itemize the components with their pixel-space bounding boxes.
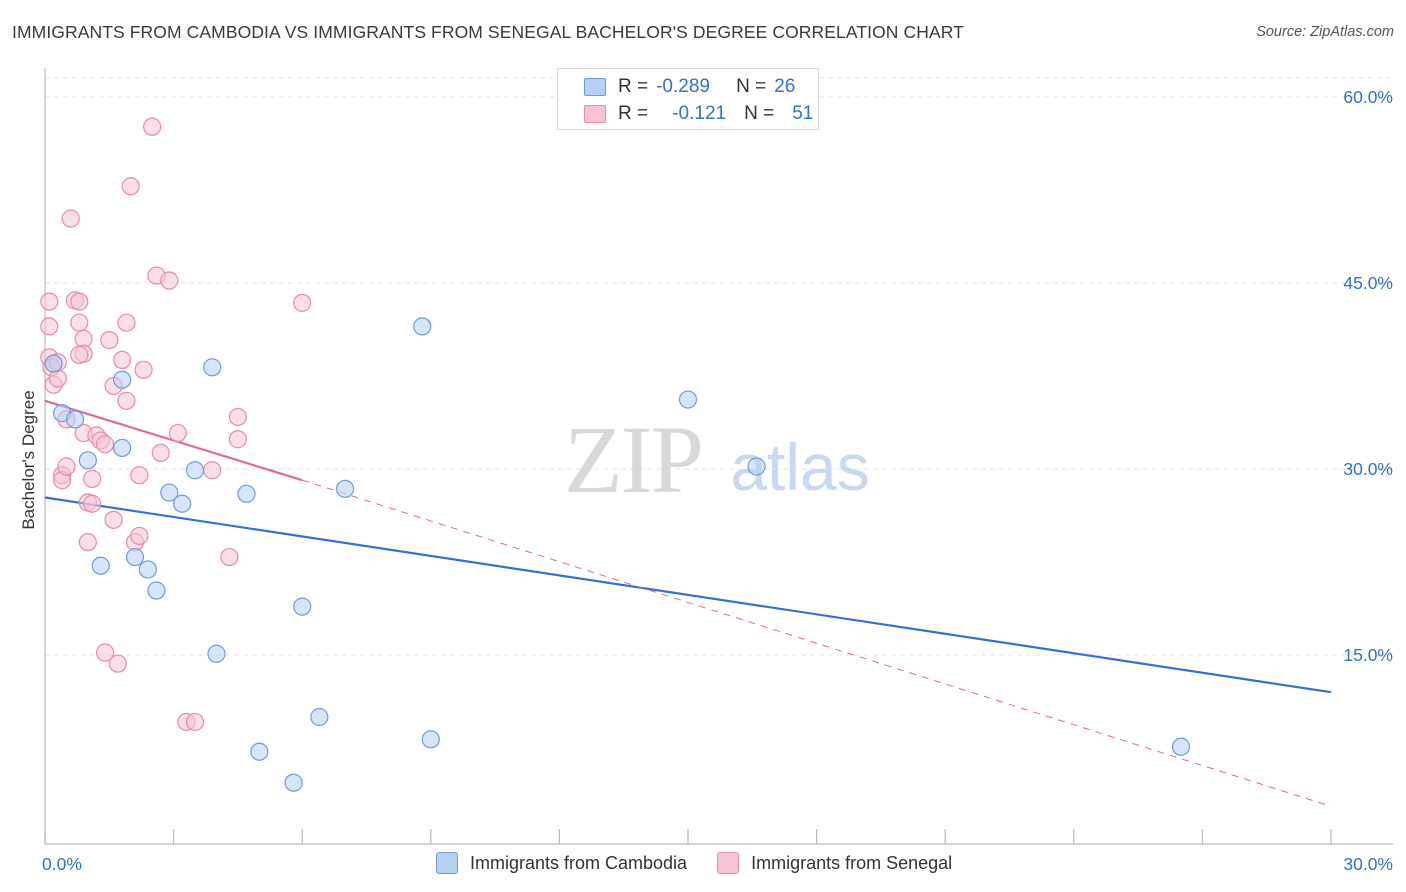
point-cambodia[interactable] <box>1171 737 1191 756</box>
point-cambodia[interactable] <box>207 644 226 663</box>
point-cambodia[interactable] <box>747 457 766 476</box>
point-senegal[interactable] <box>70 313 89 332</box>
point-cambodia[interactable] <box>125 547 145 567</box>
point-cambodia[interactable] <box>78 451 97 470</box>
point-senegal[interactable] <box>95 435 115 454</box>
point-senegal[interactable] <box>104 510 123 529</box>
point-cambodia[interactable] <box>65 410 85 429</box>
y-tick-label: 45.0% <box>1343 273 1393 293</box>
point-senegal[interactable] <box>160 271 179 290</box>
x-tick-label: 0.0% <box>42 854 82 874</box>
legend-row-senegal: R = -0.121 N = 51 <box>558 100 813 128</box>
y-axis-title: Bachelor's Degree <box>19 390 38 529</box>
point-senegal[interactable] <box>57 457 76 476</box>
legend-r-label: R = <box>618 103 649 124</box>
x-tick-label: 30.0% <box>1343 854 1393 874</box>
point-cambodia[interactable] <box>203 358 222 377</box>
trendline-cambodia <box>44 496 1332 694</box>
axis-layer <box>44 68 1393 845</box>
point-senegal[interactable] <box>203 461 222 480</box>
point-senegal[interactable] <box>78 533 97 552</box>
point-senegal[interactable] <box>151 443 170 462</box>
legend-swatch-cambodia <box>436 852 458 874</box>
y-tick-label: 30.0% <box>1343 459 1393 479</box>
point-senegal[interactable] <box>83 469 102 489</box>
legend-r-value-cambodia: -0.289 <box>656 76 710 97</box>
point-cambodia[interactable] <box>335 479 355 498</box>
legend-n-value-senegal: 51 <box>792 103 814 124</box>
legend-label-senegal: Immigrants from Senegal <box>751 852 953 873</box>
point-cambodia[interactable] <box>113 370 132 389</box>
legend-swatch-cambodia <box>584 78 606 96</box>
point-senegal[interactable] <box>143 117 162 136</box>
stats-legend: R = -0.289 N = 26 R = -0.121 N = 51 <box>557 68 819 130</box>
point-senegal[interactable] <box>83 494 102 513</box>
legend-n-label: N = <box>736 76 767 97</box>
point-cambodia[interactable] <box>185 461 205 480</box>
point-cambodia[interactable] <box>113 438 132 458</box>
point-senegal[interactable] <box>121 177 140 196</box>
point-senegal[interactable] <box>117 313 136 332</box>
points-senegal <box>40 117 312 732</box>
legend-r-value-senegal: -0.121 <box>672 103 727 124</box>
legend-swatch-senegal <box>717 852 740 874</box>
point-cambodia[interactable] <box>678 390 698 409</box>
source-label: Source: ZipAtlas.com <box>1256 24 1394 40</box>
point-senegal[interactable] <box>228 430 247 449</box>
point-senegal[interactable] <box>113 350 132 369</box>
points-cambodia <box>44 317 1191 792</box>
legend-r-label: R = <box>618 76 649 97</box>
tick-labels: 15.0% 30.0% 45.0% 60.0% 0.0% 30.0% <box>42 87 1393 874</box>
point-senegal[interactable] <box>40 292 59 311</box>
point-cambodia[interactable] <box>173 494 192 513</box>
point-cambodia[interactable] <box>310 707 329 727</box>
y-tick-label: 60.0% <box>1343 87 1393 107</box>
point-cambodia[interactable] <box>91 556 110 575</box>
legend-n-value-cambodia: 26 <box>774 76 796 97</box>
point-senegal[interactable] <box>130 526 149 546</box>
chart-title: IMMIGRANTS FROM CAMBODIA VS IMMIGRANTS F… <box>12 22 964 42</box>
point-senegal[interactable] <box>100 330 119 350</box>
point-cambodia[interactable] <box>421 730 440 749</box>
point-cambodia[interactable] <box>413 317 432 336</box>
legend-swatch-senegal <box>584 105 606 123</box>
point-senegal[interactable] <box>70 292 89 311</box>
point-senegal[interactable] <box>70 345 89 365</box>
series-legend: Immigrants from Cambodia Immigrants from… <box>436 852 982 874</box>
point-senegal[interactable] <box>228 407 247 427</box>
legend-n-label: N = <box>744 103 775 124</box>
legend-label-cambodia: Immigrants from Cambodia <box>470 852 688 873</box>
legend-row-cambodia: R = -0.289 N = 26 <box>558 73 795 101</box>
point-senegal[interactable] <box>117 391 136 410</box>
point-cambodia[interactable] <box>250 742 269 761</box>
point-cambodia[interactable] <box>160 483 179 502</box>
point-cambodia[interactable] <box>44 354 63 373</box>
point-senegal[interactable] <box>108 654 127 673</box>
point-cambodia[interactable] <box>138 560 157 579</box>
watermark-zip: ZIP <box>564 406 702 513</box>
watermark: ZIP atlas <box>564 406 870 513</box>
point-cambodia[interactable] <box>293 597 312 616</box>
point-cambodia[interactable] <box>237 484 256 503</box>
point-cambodia[interactable] <box>147 581 166 600</box>
point-senegal[interactable] <box>134 360 153 379</box>
point-senegal[interactable] <box>220 547 239 567</box>
legend-item-senegal[interactable]: Immigrants from Senegal <box>717 852 952 874</box>
point-senegal[interactable] <box>40 317 59 336</box>
point-senegal[interactable] <box>185 712 205 732</box>
point-senegal[interactable] <box>293 293 312 312</box>
point-senegal[interactable] <box>130 466 149 485</box>
y-tick-label: 15.0% <box>1343 645 1393 665</box>
point-cambodia[interactable] <box>284 773 303 792</box>
point-senegal[interactable] <box>168 423 187 443</box>
trendline-senegal-extension <box>302 479 1332 807</box>
point-senegal[interactable] <box>61 209 80 228</box>
point-senegal[interactable] <box>95 643 115 662</box>
grid-layer <box>45 77 1393 656</box>
legend-item-cambodia[interactable]: Immigrants from Cambodia <box>436 852 687 874</box>
